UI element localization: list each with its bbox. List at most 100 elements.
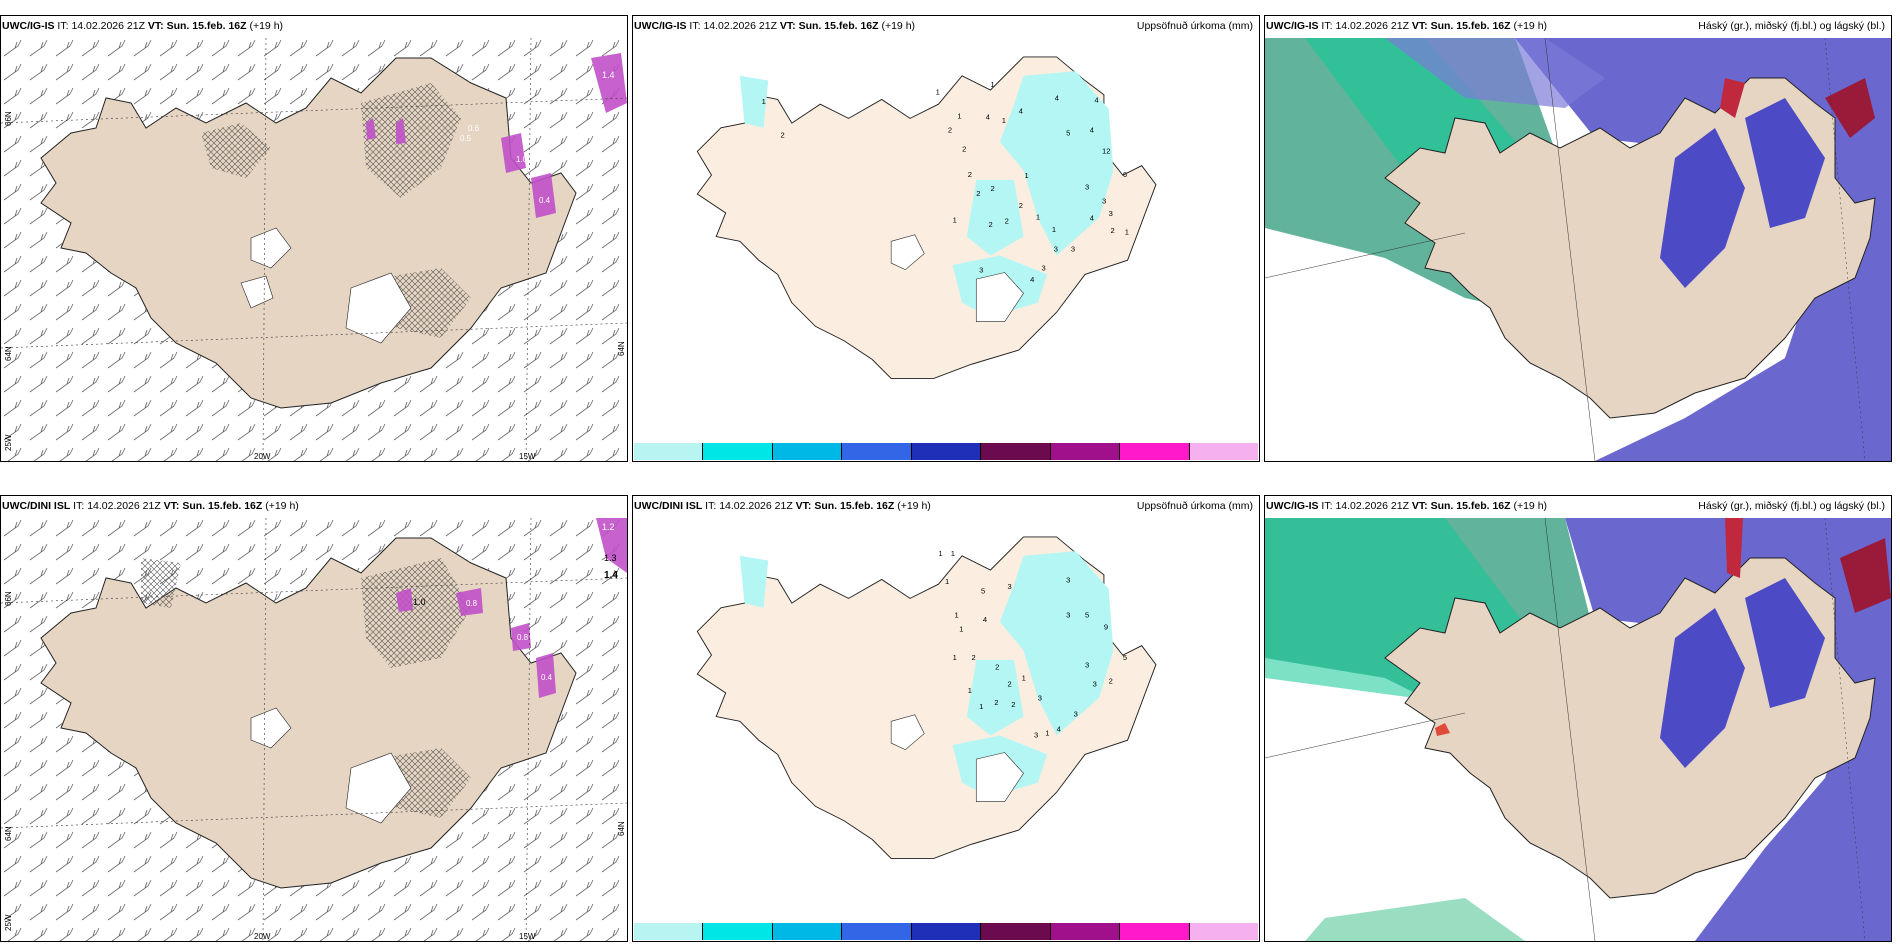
precip-panel-bottom: UWC/DINI ISL IT: 14.02.2026 21Z VT: Sun.… (632, 495, 1260, 942)
wind-map: 1.2 1.3 1.4 1.0 0.8 0.8 0.4 (1, 518, 627, 941)
vt-value: Sun. 15.feb. 16Z (798, 20, 879, 32)
precip-value: 4 (1090, 214, 1094, 223)
precip-value: 1 (953, 215, 957, 224)
precip-value: 5 (981, 587, 985, 596)
temp-label: 0.8 (466, 599, 478, 608)
lead-time: (+19 h) (897, 500, 931, 512)
cloud-title: Háský (gr.), miðský (fj.bl.) og lágský (… (1698, 500, 1885, 512)
precip-value: 2 (989, 220, 993, 229)
vt-label: VT: (1411, 20, 1428, 32)
panel-header: UWC/IG-IS IT: 14.02.2026 21Z VT: Sun. 15… (1266, 500, 1547, 512)
vt-label: VT: (1411, 500, 1428, 512)
colorbar: 1 10 25 50 75 100 150 200 400 (634, 923, 1258, 940)
colorbar-cell: 50 (842, 923, 912, 940)
panel-header: UWC/IG-IS IT: 14.02.2026 21Z VT: Sun. 15… (2, 20, 283, 32)
precip-value: 2 (948, 126, 952, 135)
precip-value: 5 (1085, 610, 1089, 619)
precip-value: 12 (1102, 146, 1110, 155)
precip-value: 4 (1094, 95, 1098, 104)
lead-time: (+19 h) (881, 20, 916, 32)
precip-value: 2 (990, 184, 994, 193)
colorbar-cell: 25 (772, 443, 843, 460)
panel-header: UWC/IG-IS IT: 14.02.2026 21Z VT: Sun. 15… (1266, 20, 1547, 32)
colorbar-cell: 100 (981, 443, 1051, 460)
vt-label: VT: (147, 20, 164, 32)
precip-value: 1 (936, 88, 940, 97)
precip-value: 2 (976, 189, 980, 198)
precip-value: 2 (995, 662, 999, 671)
vt-label: VT: (795, 500, 812, 512)
precip-value: 3 (1034, 730, 1038, 739)
lead-time: (+19 h) (1513, 20, 1548, 32)
it-label: IT: (73, 500, 85, 512)
temp-label: 1.3 (604, 553, 617, 563)
temp-label: 0.4 (539, 196, 551, 205)
precip-value: 5 (1123, 653, 1127, 662)
temp-label: 1.0 (413, 597, 426, 607)
lon-label-25w: 25W (4, 914, 13, 931)
vt-value: Sun. 15.feb. 16Z (182, 500, 263, 512)
precip-value: 1 (1036, 213, 1040, 222)
model-name: UWC/IG-IS (1266, 500, 1319, 512)
vt-value: Sun. 15.feb. 16Z (1430, 20, 1511, 32)
precip-title: Uppsöfnuð úrkoma (mm) (1136, 20, 1253, 32)
lead-time: (+19 h) (249, 20, 284, 32)
precip-value: 4 (1030, 275, 1034, 284)
precip-value: 3 (1071, 245, 1075, 254)
colorbar-cell: 100 (981, 923, 1051, 940)
colorbar-cell: 75 (911, 443, 982, 460)
colorbar-cell: 400 (1189, 923, 1258, 940)
temp-label: 1.0 (516, 155, 528, 164)
precip-value: 1 (1125, 228, 1129, 237)
precip-value: 4 (1055, 93, 1059, 102)
precip-value: 3 (1093, 679, 1097, 688)
model-name: UWC/IG-IS (2, 20, 55, 32)
precip-value: 3 (1066, 610, 1070, 619)
temp-label: 0.5 (460, 134, 472, 143)
colorbar-cell: 1 (634, 923, 704, 940)
vt-value: Sun. 15.feb. 16Z (166, 20, 247, 32)
precip-value: 2 (972, 653, 976, 662)
it-value: 14.02.2026 21Z (87, 500, 161, 512)
vt-value: Sun. 15.feb. 16Z (1430, 500, 1511, 512)
precip-value: 3 (1066, 575, 1070, 584)
model-name: UWC/IG-IS (634, 20, 687, 32)
precip-value: 4 (1057, 725, 1061, 734)
precip-value: 5 (1066, 128, 1070, 137)
it-label: IT: (1321, 500, 1333, 512)
lon-label-20w: 20W (254, 932, 271, 941)
precip-value: 3 (1109, 209, 1113, 218)
precip-value: 1 (762, 97, 766, 106)
precip-value: 2 (1005, 216, 1009, 225)
precip-value: 4 (1019, 107, 1023, 116)
lat-label-66n: 66N (4, 111, 13, 126)
precip-value: 3 (1042, 264, 1046, 273)
precip-title: Uppsöfnuð úrkoma (mm) (1136, 500, 1253, 512)
precip-value: 3 (1102, 196, 1106, 205)
panel-header: UWC/IG-IS IT: 14.02.2026 21Z VT: Sun. 15… (634, 20, 915, 32)
lon-label-15w: 15W (519, 932, 536, 941)
cloud-map (1265, 38, 1891, 461)
precip-value: 1 (938, 549, 942, 558)
precip-value: 1 (979, 702, 983, 711)
precip-value: 4 (1090, 126, 1094, 135)
precip-value: 1 (957, 111, 961, 120)
it-label: IT: (689, 20, 701, 32)
precip-value: 1 (1052, 225, 1056, 234)
it-value: 14.02.2026 21Z (719, 500, 793, 512)
precip-value: 6 (1123, 170, 1127, 179)
precip-value: 2 (781, 130, 785, 139)
vt-label: VT: (163, 500, 180, 512)
temp-label: 0.8 (517, 633, 529, 642)
lead-time: (+19 h) (1513, 500, 1548, 512)
it-value: 14.02.2026 21Z (703, 20, 777, 32)
precip-value: 3 (1085, 660, 1089, 669)
precip-value: 2 (962, 144, 966, 153)
colorbar-cell: 75 (911, 923, 982, 940)
cloud-title: Háský (gr.), miðský (fj.bl.) og lágský (… (1698, 20, 1885, 32)
precip-value: 1 (1024, 171, 1028, 180)
lon-label-25w: 25W (4, 434, 13, 451)
precip-value: 2 (968, 170, 972, 179)
precip-value: 1 (1002, 116, 1006, 125)
precip-value: 1 (955, 610, 959, 619)
